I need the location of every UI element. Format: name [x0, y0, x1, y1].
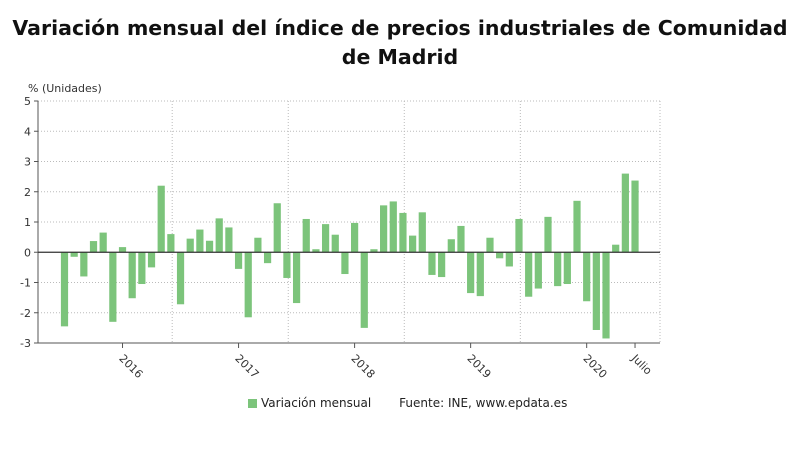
bar [621, 173, 629, 253]
bar [573, 200, 581, 253]
y-axis-label: % (Unidades) [28, 82, 102, 95]
bar [205, 240, 214, 253]
bar [80, 252, 88, 277]
bar [128, 252, 136, 299]
y-tick-label: 1 [24, 216, 31, 229]
bar [196, 229, 204, 253]
bar [399, 212, 407, 253]
legend: Variación mensual Fuente: INE, www.epdat… [248, 396, 567, 410]
bar [457, 225, 465, 253]
bar [505, 252, 513, 267]
bars [38, 173, 660, 339]
bar [612, 244, 620, 253]
y-tick-label: -3 [20, 337, 31, 350]
legend-swatch [248, 398, 257, 408]
bar [254, 237, 262, 253]
bar [389, 201, 397, 253]
y-tick-label: 0 [24, 246, 31, 259]
bar [167, 234, 175, 253]
bar [118, 247, 127, 253]
x-tick-label: Julio [628, 351, 654, 377]
bar [263, 252, 272, 264]
bar [592, 252, 600, 330]
y-tick-label: 4 [24, 125, 31, 138]
bar [380, 205, 388, 253]
bar [534, 252, 542, 289]
y-tick-label: 2 [24, 186, 31, 199]
bar [109, 252, 117, 322]
bar [583, 252, 591, 302]
bar [496, 252, 504, 259]
bar [176, 252, 185, 305]
bar [554, 252, 562, 287]
grid [38, 100, 661, 344]
legend-label: Variación mensual [261, 396, 372, 410]
bar [341, 252, 349, 275]
bar [292, 252, 301, 304]
bar [186, 238, 194, 253]
bar [312, 249, 320, 253]
bar [525, 252, 533, 297]
y-tick-label: 3 [24, 156, 31, 169]
bar [215, 218, 223, 253]
bar [438, 252, 446, 278]
bar [234, 252, 243, 269]
bar [602, 252, 610, 339]
x-tick-label: 2020 [581, 352, 610, 381]
bar [409, 235, 417, 253]
bar [321, 224, 330, 253]
source-text: Fuente: INE, www.epdata.es [399, 396, 568, 410]
bar [89, 241, 98, 253]
y-axis-ticks: -3 -2 -1 0 1 2 3 4 5 [20, 95, 39, 350]
x-tick-label: 2017 [232, 352, 261, 381]
bar [476, 252, 484, 297]
bar [99, 232, 107, 253]
x-tick-label: 2018 [348, 352, 377, 381]
chart-title: Variación mensual del índice de precios … [12, 16, 788, 69]
x-axis: 2016 2017 2018 2019 2020 Julio [38, 342, 660, 381]
bar [302, 218, 310, 253]
bar [157, 185, 165, 253]
bar [428, 252, 436, 275]
bar [467, 252, 475, 294]
bar [273, 203, 281, 253]
y-tick-label: 5 [24, 95, 31, 108]
y-tick-label: -2 [20, 307, 31, 320]
bar [360, 252, 368, 328]
bar [631, 180, 639, 253]
bar [418, 212, 426, 253]
bar [544, 216, 552, 253]
bar [147, 252, 156, 268]
bar [331, 234, 339, 253]
bar [486, 237, 494, 253]
bar [70, 252, 78, 257]
bar [515, 218, 523, 253]
bar [351, 222, 359, 253]
bar [563, 252, 571, 285]
y-tick-label: -1 [20, 277, 31, 290]
x-tick-label: 2016 [116, 352, 145, 381]
bar [225, 227, 233, 253]
bar [60, 252, 69, 327]
bar [244, 252, 252, 318]
bar [283, 252, 291, 278]
bar [370, 249, 378, 253]
bar [447, 239, 455, 253]
bar [138, 252, 146, 285]
x-tick-label: 2019 [465, 352, 494, 381]
